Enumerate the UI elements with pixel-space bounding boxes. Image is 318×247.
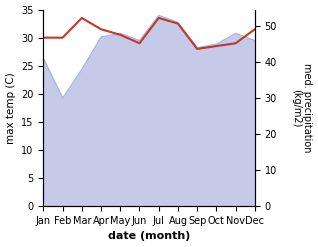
Y-axis label: med. precipitation
(kg/m2): med. precipitation (kg/m2)	[291, 63, 313, 153]
Y-axis label: max temp (C): max temp (C)	[5, 72, 16, 144]
X-axis label: date (month): date (month)	[108, 231, 190, 242]
